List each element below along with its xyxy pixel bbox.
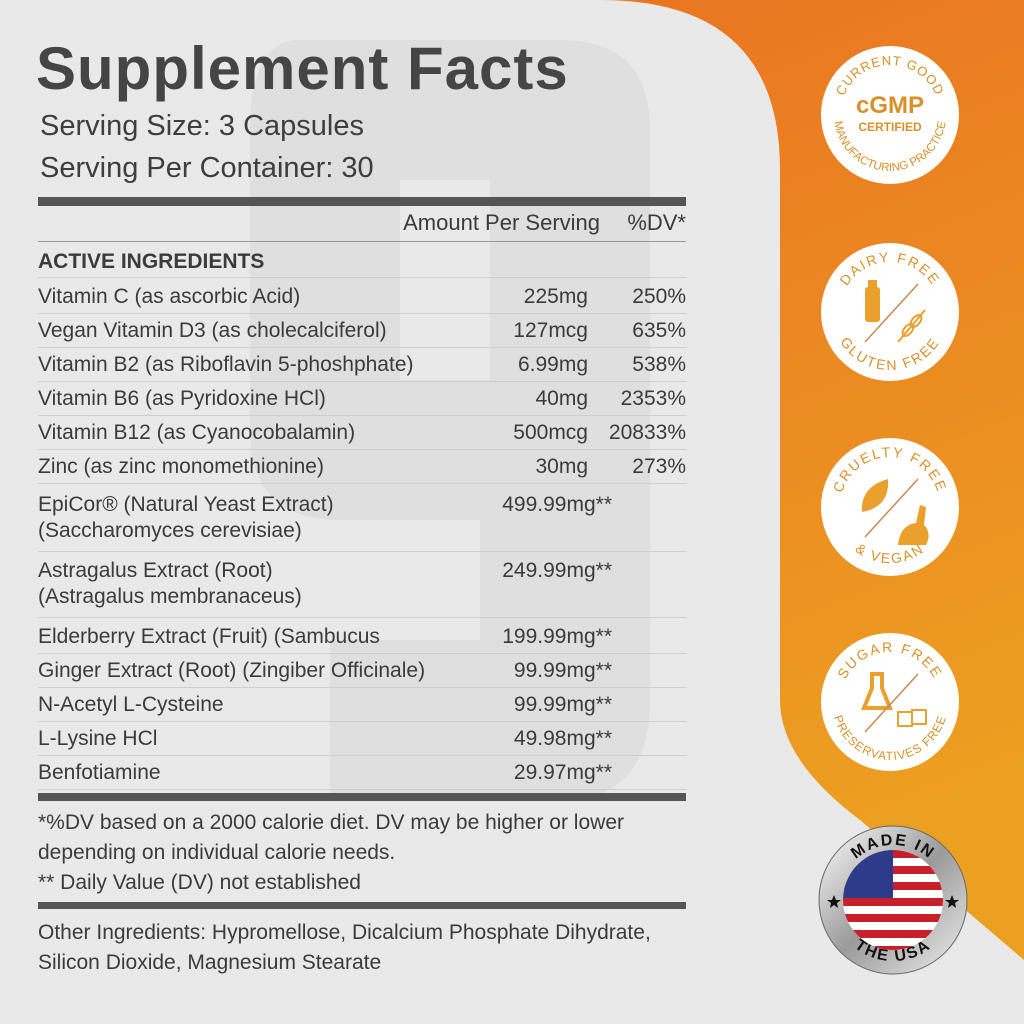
footnote: *%DV based on a 2000 calorie diet. DV ma… [38,811,624,834]
serving-size: Serving Size: 3 Capsules [40,110,364,142]
ingredient-name: EpiCor® (Natural Yeast Extract) (Saccharo… [38,493,334,542]
ingredient-name: L-Lysine HCl [38,727,158,750]
table-row: Vitamin B12 (as Cyanocobalamin) 500mcg 208… [38,416,686,450]
ingredient-dv [600,692,686,721]
section-heading: ACTIVE INGREDIENTS [38,246,686,278]
ingredient-dv: 20833% [608,421,686,444]
divider-thick [38,793,686,801]
cruelty-free-vegan-badge: CRUELTY FREE & VEGAN [821,438,959,576]
flask-icon [861,672,893,710]
ingredient-amount: 127mcg [513,319,588,342]
ingredient-name: Vitamin C (as ascorbic Acid) [38,285,301,308]
ingredient-amount: 49.98mg** [513,727,612,750]
svg-text:CERTIFIED: CERTIFIED [858,120,922,134]
ingredient-amount: 30mg [535,455,588,478]
table-row: Astragalus Extract (Root) (Astragalus mem… [38,552,686,618]
ingredient-name: Vegan Vitamin D3 (as cholecalciferol) [38,319,387,342]
other-ingredients-line: Other Ingredients: Hypromellose, Dicalci… [38,921,651,944]
amount-header: Amount Per Serving [403,210,600,235]
other-ingredients: Other Ingredients: Hypromellose, Dicalci… [38,918,698,978]
table-row: Vitamin C (as ascorbic Acid) 225mg 250% [38,280,686,314]
bottle-icon [865,280,880,322]
rabbit-icon [898,505,929,545]
ingredient-dv [600,558,686,617]
svg-text:cGMP: cGMP [856,92,924,119]
ingredient-name: Vitamin B2 (as Riboflavin 5-phoshphate) [38,353,414,376]
ingredient-dv: 635% [632,319,686,342]
ingredient-name: N-Acetyl L-Cysteine [38,693,224,716]
star-icon [827,895,841,908]
ingredient-dv [600,658,686,687]
ingredient-amount: 99.99mg** [513,659,612,682]
divider-thick [38,902,686,909]
ingredient-amount: 500mcg [513,421,588,444]
sugar-preservatives-free-badge: SUGAR FREE PRESERVATIVES FREE [821,633,959,771]
ingredient-amount: 199.99mg** [502,625,612,648]
dv-header: %DV* [627,210,686,235]
sugar-cubes-icon [897,709,927,727]
ingredient-dv: 2353% [620,387,686,410]
ingredient-name: Vitamin B12 (as Cyanocobalamin) [38,421,356,444]
ingredient-amount: 99.99mg** [513,693,612,716]
wheat-icon [897,309,926,343]
footnote: ** Daily Value (DV) not established [38,871,361,894]
watermark-shape [250,40,650,800]
cgmp-badge: CURRENT GOOD MANUFACTURING PRACTICE cGMP… [821,46,959,184]
servings-per-container: Serving Per Container: 30 [40,152,374,184]
divider-thick [38,197,686,206]
ingredient-name: Zinc (as zinc monomethionine) [38,455,324,478]
ingredient-name: Ginger Extract (Root) (Zingiber Officina… [38,659,426,682]
ingredient-dv: 250% [632,285,686,308]
ingredient-amount: 225mg [523,285,588,308]
ingredient-name: Elderberry Extract (Fruit) (Sambucus Nig… [38,625,380,653]
page-title: Supplement Facts [36,35,569,102]
ingredient-amount: 249.99mg** [502,559,612,582]
ingredient-dv: 538% [632,353,686,376]
ingredient-amount: 40mg [535,387,588,410]
ingredient-amount: 6.99mg [517,353,588,376]
ingredient-name: Vitamin B6 (as Pyridoxine HCl) [38,387,326,410]
dairy-gluten-free-badge: DAIRY FREE GLUTEN FREE [821,243,959,381]
table-row: Ginger Extract (Root) (Zingiber Officina… [38,654,686,688]
made-in-usa-badge: MADE IN THE USA [818,825,968,975]
footnote: depending on individual calorie needs. [38,841,396,864]
ingredient-dv: 273% [632,455,686,478]
table-row: Vegan Vitamin D3 (as cholecalciferol) 127… [38,314,686,348]
header-row: Amount Per Serving %DV* [38,210,686,242]
ingredient-name: Astragalus Extract (Root) (Astragalus mem… [38,559,302,608]
footnotes: *%DV based on a 2000 calorie diet. DV ma… [38,808,698,898]
table-row: EpiCor® (Natural Yeast Extract) (Saccharo… [38,486,686,552]
table-row: Zinc (as zinc monomethionine) 30mg 273% [38,450,686,484]
table-row: Elderberry Extract (Fruit) (Sambucus Nig… [38,620,686,654]
star-icon [945,895,959,908]
other-ingredients-line: Silicon Dioxide, Magnesium Stearate [38,951,382,974]
ingredient-dv [600,760,686,789]
us-flag-icon [843,850,943,950]
table-row: N-Acetyl L-Cysteine 99.99mg** [38,688,686,722]
ingredient-dv [600,492,686,551]
ingredient-amount: 499.99mg** [502,493,612,516]
table-row: Vitamin B6 (as Pyridoxine HCl) 40mg 2353% [38,382,686,416]
ingredient-name: Benfotiamine [38,761,161,784]
ingredient-amount: 29.97mg** [513,761,612,784]
ingredient-dv [600,624,686,653]
table-row: Vitamin B2 (as Riboflavin 5-phoshphate) 6… [38,348,686,382]
table-row: L-Lysine HCl 49.98mg** [38,722,686,756]
table-row: Benfotiamine 29.97mg** [38,756,686,790]
ingredient-dv [600,726,686,755]
leaf-icon [861,479,889,512]
